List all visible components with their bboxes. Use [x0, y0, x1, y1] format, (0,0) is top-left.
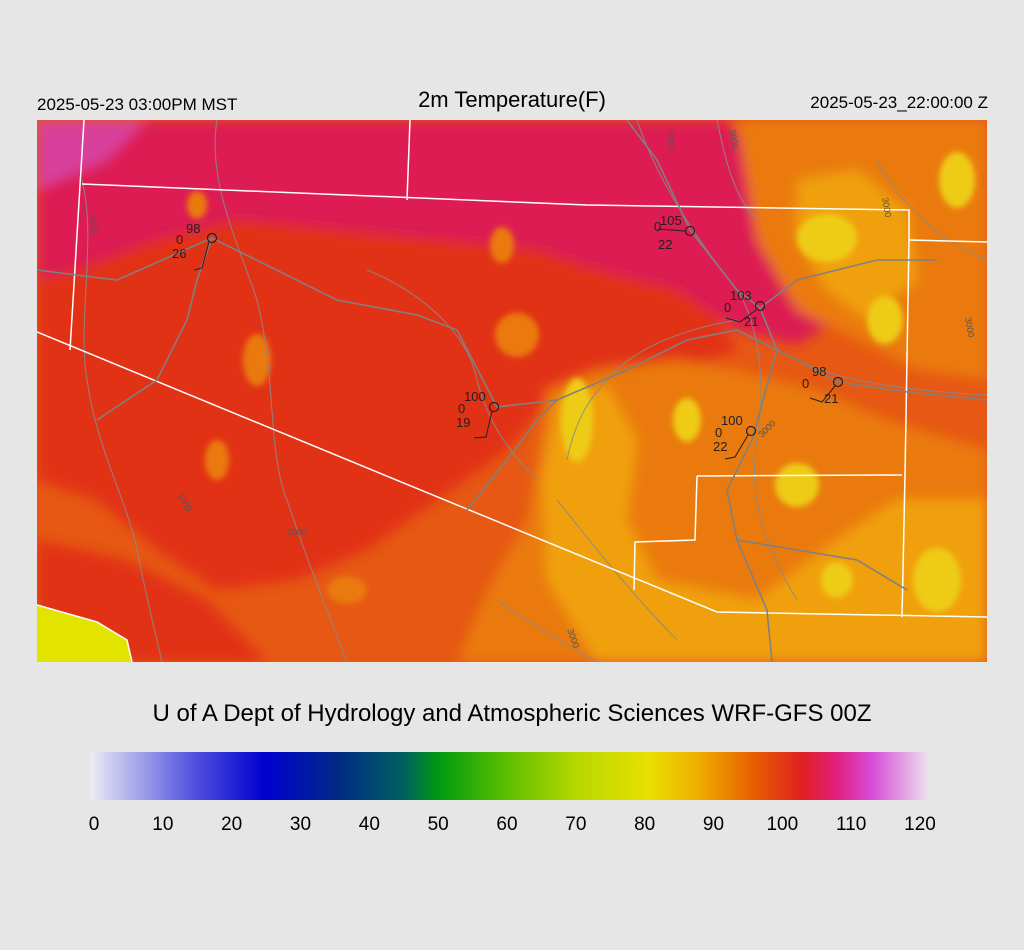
southwest-cool-corner [37, 605, 132, 662]
station-circle [754, 300, 766, 312]
contour-label: 3000 [727, 129, 740, 150]
colorbar-tick-label: 110 [836, 814, 867, 835]
warm-pocket [327, 576, 367, 604]
colorbar-tick-label: 40 [358, 814, 380, 835]
cool-peak [867, 296, 903, 344]
east-mild-zone [542, 385, 987, 662]
colorbar-tick-label: 60 [496, 814, 518, 835]
temperature-colorbar [90, 752, 927, 800]
colorbar-tick-label: 70 [565, 814, 587, 835]
colorbar-tick-label: 30 [289, 814, 312, 835]
station-mid: 0 [715, 425, 722, 440]
cool-peak [821, 562, 853, 598]
station-temp: 100 [721, 413, 743, 428]
station-plot: 100 0 22 [713, 413, 757, 460]
station-mid: 0 [458, 401, 465, 416]
northeast-mild-zone [797, 170, 917, 320]
colorbar-tick-label: 80 [634, 814, 656, 835]
colorbar-tick-label: 10 [152, 814, 174, 835]
colorbar-tick-label: 100 [766, 814, 799, 835]
roads [37, 120, 987, 662]
borders [37, 120, 987, 662]
hot-desert-zone [37, 180, 737, 590]
station-circle [488, 401, 500, 413]
warm-pocket [205, 440, 229, 480]
station-temp: 98 [186, 221, 200, 236]
station-dewpoint: 22 [658, 237, 672, 252]
temperature-map: 1000 1000 2000 2000 3000 3000 3000 3000 … [37, 120, 987, 662]
warm-pocket [187, 191, 207, 219]
cool-peak [939, 152, 975, 208]
station-mid: 0 [802, 376, 809, 391]
station-mid: 0 [724, 300, 731, 315]
cool-peak [797, 214, 857, 262]
colorbar-tick-label: 90 [702, 814, 725, 835]
warm-pocket [243, 334, 271, 386]
northwest-hot-corner [37, 120, 147, 190]
station-circle [684, 225, 696, 237]
warm-pocket [490, 227, 514, 263]
cool-peak [673, 398, 701, 442]
wind-barb [809, 385, 836, 403]
wind-barb [724, 434, 749, 460]
cool-peak [775, 463, 819, 507]
credit-line: U of A Dept of Hydrology and Atmospheric… [152, 700, 872, 727]
station-dewpoint: 19 [456, 415, 470, 430]
station-circle [832, 376, 844, 388]
station-temp: 98 [812, 364, 826, 379]
station-plot: 98 0 26 [172, 221, 218, 271]
wind-barb [725, 309, 757, 323]
station-plot: 98 0 21 [802, 364, 844, 406]
contour-label: 2000 [665, 129, 677, 150]
station-dewpoint: 22 [713, 439, 727, 454]
station-mid: 0 [654, 219, 661, 234]
contour-label: 2000 [287, 527, 307, 537]
wind-barb [193, 241, 210, 271]
contour-label: 3000 [880, 197, 893, 218]
station-dewpoint: 26 [172, 246, 186, 261]
very-hot-north-zone [37, 120, 837, 345]
colorbar-tick-label: 50 [427, 814, 449, 835]
warm-pocket [495, 313, 539, 357]
colorbar-tick-label: 20 [221, 814, 243, 835]
station-circle [745, 425, 757, 437]
contour-label: 3000 [963, 317, 976, 338]
temperature-field [37, 120, 987, 662]
station-plot: 100 0 19 [456, 389, 500, 439]
wind-barb [473, 410, 493, 439]
cool-peak [913, 548, 961, 612]
station-plot: 103 0 21 [724, 288, 766, 329]
valid-time-utc: 2025-05-23_22:00:00 Z [810, 93, 988, 112]
valid-time-local: 2025-05-23 03:00PM MST [37, 95, 238, 114]
station-temp: 103 [730, 288, 752, 303]
station-mid: 0 [176, 232, 183, 247]
colorbar-tick-label: 120 [904, 814, 936, 835]
contour-label: 1000 [87, 214, 100, 235]
colorbar-gradient [90, 752, 927, 800]
station-temp: 100 [464, 389, 486, 404]
map-title: 2m Temperature(F) [418, 87, 606, 112]
station-plot: 105 0 22 [654, 213, 696, 252]
station-circle [206, 232, 218, 244]
wind-barb [657, 228, 686, 232]
station-plots: 98 0 26 105 0 22 103 0 21 98 0 21 [172, 213, 844, 460]
station-dewpoint: 21 [824, 391, 838, 406]
station-temp: 105 [660, 213, 682, 228]
terrain-contours [81, 120, 987, 662]
colorbar-tick-label: 0 [88, 814, 100, 835]
cool-peak [561, 378, 593, 462]
station-dewpoint: 21 [744, 314, 758, 329]
